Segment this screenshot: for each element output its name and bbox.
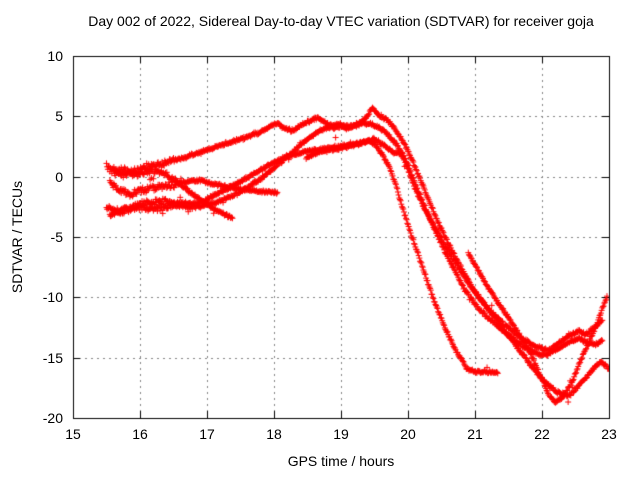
y-tick-label: -15	[42, 349, 63, 366]
y-tick-label: -5	[50, 229, 63, 245]
x-tick-label: 21	[467, 426, 483, 442]
y-tick-label: -20	[42, 410, 63, 426]
y-tick-label: 0	[55, 168, 63, 185]
x-tick-label: 19	[333, 426, 349, 442]
x-tick-label: 16	[132, 426, 148, 442]
x-tick-label: 15	[65, 426, 81, 442]
x-tick-label: 17	[199, 426, 215, 442]
x-tick-label: 23	[601, 426, 617, 442]
x-tick-label: 20	[400, 426, 416, 442]
x-tick-label: 22	[534, 426, 550, 442]
x-tick-label: 18	[266, 426, 282, 442]
y-tick-label: -10	[42, 289, 63, 306]
y-tick-label: 5	[55, 108, 63, 125]
x-axis-label: GPS time / hours	[287, 453, 395, 469]
y-tick-label: 10	[47, 48, 63, 64]
chart-title: Day 002 of 2022, Sidereal Day-to-day VTE…	[88, 13, 594, 29]
